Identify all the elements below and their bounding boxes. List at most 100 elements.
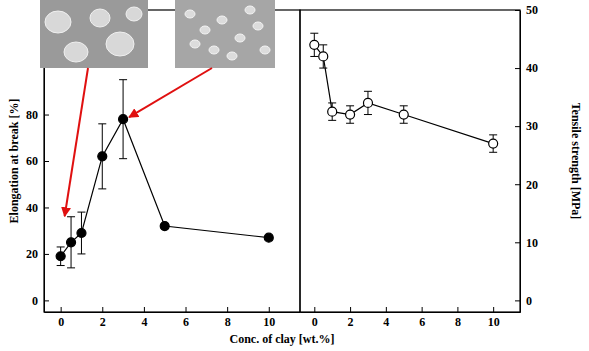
y-tick-mark — [44, 115, 49, 116]
error-cap — [319, 68, 327, 69]
error-cap — [57, 246, 65, 247]
y-tick-label: 10 — [526, 236, 538, 250]
data-point — [77, 229, 86, 238]
particle — [235, 34, 245, 42]
x-tick-label: 8 — [225, 315, 231, 329]
data-point — [489, 139, 498, 148]
arrow — [65, 68, 88, 216]
x-tick-mark — [61, 307, 62, 312]
data-point — [56, 252, 65, 261]
y-axis-title: Tensile strength [MPa] — [569, 103, 583, 220]
error-cap — [119, 158, 127, 159]
x-tick-mark — [269, 307, 270, 312]
y-tick-mark — [44, 207, 49, 208]
arrow — [129, 68, 212, 117]
y-tick-label: 40 — [26, 201, 38, 215]
panel-1: 0 2 4 6 8 100 10 20 30 40 50 Tensile strength [MPa] — [300, 3, 583, 328]
x-axis-title: Conc. of clay [wt.%] — [230, 332, 335, 346]
x-tick-label: 10 — [263, 315, 275, 329]
x-tick: 4 — [141, 307, 147, 329]
error-cap — [364, 91, 372, 92]
x-tick: 0 — [312, 307, 318, 329]
data-point — [119, 115, 128, 124]
x-tick-mark — [493, 307, 494, 312]
y-tick: 40 — [26, 201, 49, 215]
data-point — [319, 52, 328, 61]
y-tick: 10 — [515, 236, 538, 250]
data-point — [264, 233, 273, 242]
micrograph-2 — [175, 0, 275, 68]
series-line — [61, 119, 269, 256]
error-cap — [57, 265, 65, 266]
y-tick: 50 — [515, 3, 538, 17]
y-tick-label: 20 — [526, 178, 538, 192]
y-axis-line — [520, 11, 521, 313]
y-tick-label: 30 — [526, 119, 538, 133]
x-tick-mark — [314, 307, 315, 312]
x-tick: 6 — [419, 307, 425, 329]
particle — [209, 46, 219, 54]
y-tick: 30 — [515, 119, 538, 133]
data-point — [98, 152, 107, 161]
x-tick-label: 0 — [312, 315, 318, 329]
x-tick: 8 — [455, 307, 461, 329]
x-tick-mark — [227, 307, 228, 312]
x-tick: 2 — [348, 307, 354, 329]
particle — [260, 46, 270, 54]
particle — [253, 22, 263, 30]
particle — [227, 52, 237, 60]
y-tick-mark — [515, 242, 520, 243]
particle — [106, 32, 134, 56]
data-point — [310, 40, 319, 49]
error-cap — [119, 79, 127, 80]
error-cap — [328, 102, 336, 103]
y-tick-label: 50 — [526, 3, 538, 17]
data-point — [399, 110, 408, 119]
x-axis: 0 2 4 6 8 10 — [45, 307, 301, 329]
x-tick-mark — [386, 307, 387, 312]
x-tick: 4 — [383, 307, 389, 329]
y-tick-mark — [44, 161, 49, 162]
series-line — [314, 45, 493, 144]
x-tick: 2 — [100, 307, 106, 329]
x-tick-label: 2 — [348, 315, 354, 329]
x-tick-label: 4 — [383, 315, 389, 329]
error-cap — [400, 105, 408, 106]
error-cap — [489, 134, 497, 135]
particle — [190, 40, 200, 48]
y-tick: 80 — [26, 108, 49, 122]
x-tick-label: 10 — [488, 315, 500, 329]
x-tick-label: 6 — [419, 315, 425, 329]
x-tick-label: 0 — [58, 315, 64, 329]
x-tick: 10 — [263, 307, 275, 329]
x-tick: 0 — [58, 307, 64, 329]
x-axis-line — [301, 312, 521, 313]
y-tick-mark — [44, 300, 49, 301]
error-cap — [67, 216, 75, 217]
error-cap — [310, 33, 318, 34]
y-tick: 20 — [26, 247, 49, 261]
particle — [126, 7, 142, 21]
y-tick-label: 80 — [26, 108, 38, 122]
y-tick: 40 — [515, 61, 538, 75]
error-cap — [67, 267, 75, 268]
error-cap — [310, 56, 318, 57]
y-tick-mark — [515, 300, 520, 301]
particle — [217, 16, 227, 24]
y-tick-label: 40 — [526, 61, 538, 75]
data-point — [67, 238, 76, 247]
x-tick: 6 — [183, 307, 189, 329]
error-cap — [98, 188, 106, 189]
x-tick-mark — [422, 307, 423, 312]
data-point — [160, 222, 169, 231]
x-tick-mark — [350, 307, 351, 312]
x-tick-label: 6 — [183, 315, 189, 329]
data-point — [346, 110, 355, 119]
x-axis: 0 2 4 6 8 10 — [301, 307, 521, 329]
x-tick-mark — [186, 307, 187, 312]
particle — [64, 42, 88, 62]
y-tick-mark — [515, 184, 520, 185]
y-tick: 0 — [32, 294, 49, 308]
error-cap — [346, 105, 354, 106]
y-tick-mark — [515, 68, 520, 69]
